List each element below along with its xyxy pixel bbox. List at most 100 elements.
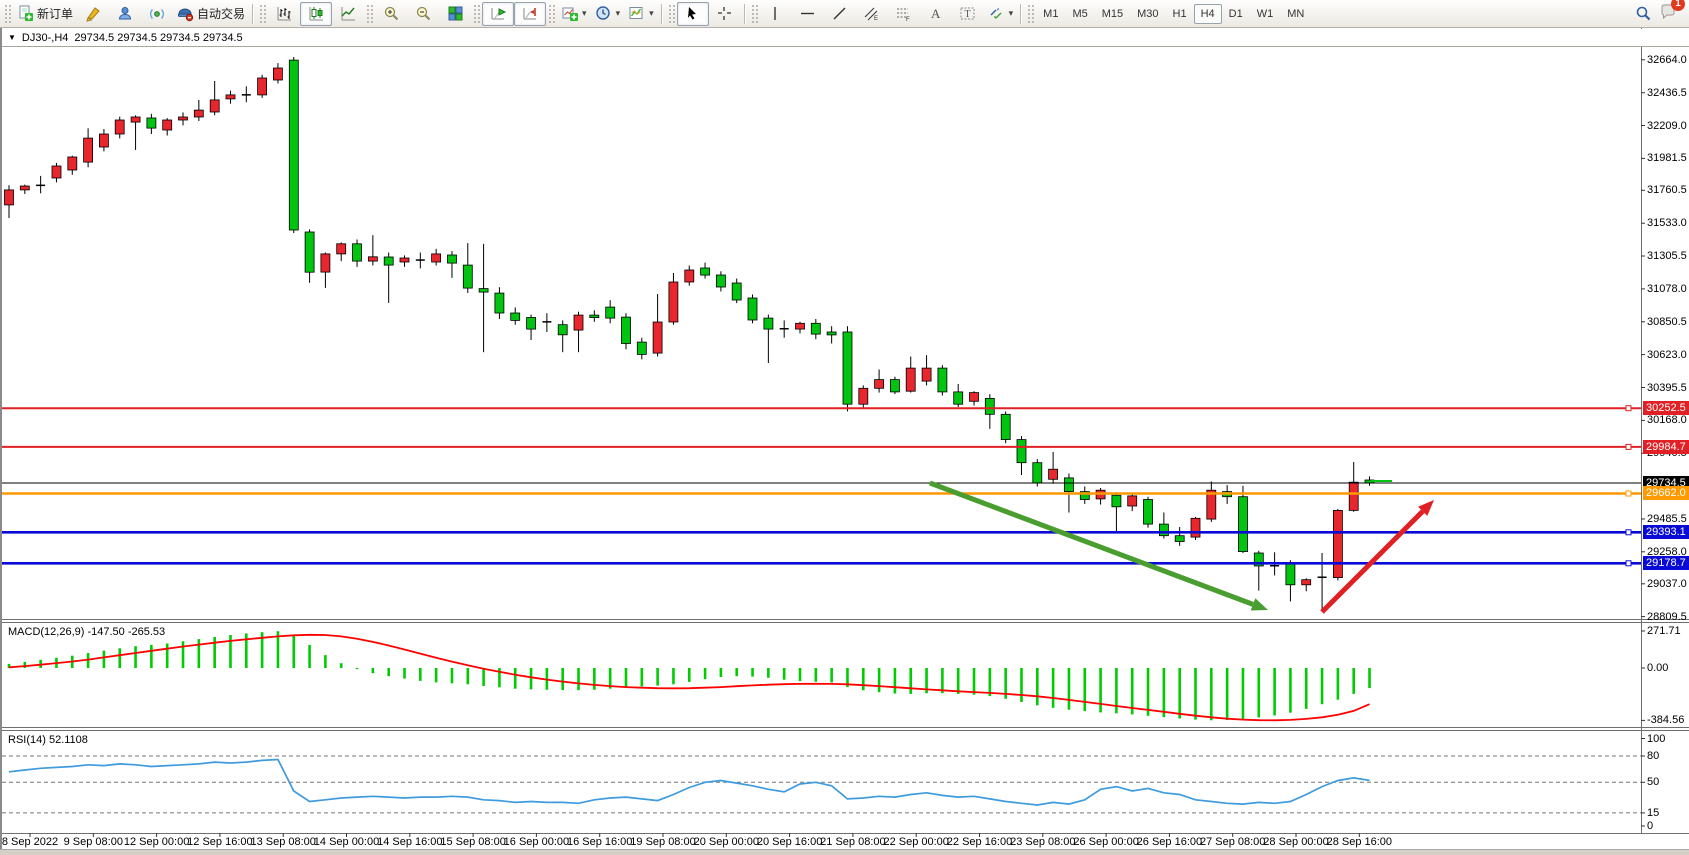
time-axis-label: 19 Sep 08:00 <box>630 836 696 848</box>
auto-scroll-button[interactable] <box>482 1 515 26</box>
price-axis-label: 31533.0 <box>1647 217 1687 230</box>
horizontal-line-button[interactable] <box>792 2 824 26</box>
algo-trading-icon <box>177 5 194 22</box>
candle <box>478 288 489 293</box>
algo-trading-button[interactable]: 自动交易 <box>173 2 249 26</box>
text-button[interactable]: A <box>920 2 952 26</box>
dropdown-arrow-icon[interactable]: ▾ <box>1008 8 1014 18</box>
timeframe-button-m1[interactable]: M1 <box>1043 7 1059 20</box>
candle <box>700 267 710 276</box>
macd-axis-label: 271.71 <box>1647 625 1681 637</box>
chart-canvas <box>0 28 1689 837</box>
red-trend-arrow[interactable] <box>1320 509 1425 614</box>
tile-windows-button[interactable] <box>439 2 471 26</box>
dropdown-arrow-icon[interactable]: ▾ <box>615 8 621 18</box>
profile-icon <box>117 5 134 22</box>
chart-menu-arrow-icon[interactable]: ▼ <box>8 33 16 42</box>
candle <box>367 256 378 262</box>
price-axis-label: 31078.0 <box>1647 282 1687 295</box>
timeframe-button-h4[interactable]: H4 <box>1193 3 1222 24</box>
crayon-button[interactable] <box>77 2 109 26</box>
timeframe-button-m15[interactable]: M15 <box>1101 7 1124 20</box>
candle <box>874 379 884 389</box>
candle <box>67 156 78 171</box>
price-axis-label: 29485.5 <box>1647 512 1687 525</box>
cursor-button[interactable] <box>676 1 709 26</box>
green-trend-arrow[interactable] <box>929 480 1254 607</box>
time-axis-label: 22 Sep 00:00 <box>883 836 949 848</box>
fibonacci-button[interactable]: F <box>888 2 920 26</box>
chat-notification-badge: 1 <box>1671 0 1685 11</box>
text-label-button[interactable]: T <box>952 2 984 26</box>
candle <box>1285 562 1296 586</box>
time-axis-label: 12 Sep 00:00 <box>123 836 190 848</box>
candle <box>810 322 821 335</box>
candle <box>668 281 679 323</box>
channel-icon: E <box>863 5 880 22</box>
candle <box>763 317 774 330</box>
chat-button[interactable]: 1 <box>1660 0 1685 25</box>
chart-shift-icon <box>522 5 539 22</box>
toolbar-grip <box>667 3 675 24</box>
dropdown-arrow-icon[interactable]: ▾ <box>649 8 654 18</box>
channel-button[interactable]: E <box>856 2 888 26</box>
profile-button[interactable] <box>109 2 141 26</box>
price-axis-label: 31760.5 <box>1647 184 1687 197</box>
candle <box>636 341 647 355</box>
candle <box>114 119 125 135</box>
toolbar-grip <box>259 3 267 24</box>
line-chart-icon <box>340 5 357 22</box>
bar-chart-button[interactable] <box>268 2 300 26</box>
timeframe-button-d1[interactable]: D1 <box>1228 7 1243 20</box>
toolbar-grip <box>366 3 374 24</box>
candle <box>1016 439 1027 464</box>
search-icon[interactable] <box>1635 5 1652 22</box>
candle <box>1111 494 1122 508</box>
zoom-out-button[interactable] <box>407 2 439 26</box>
candlestick-button[interactable] <box>300 1 333 26</box>
timeframe-button-m30[interactable]: M30 <box>1137 7 1159 20</box>
line-chart-button[interactable] <box>332 2 364 26</box>
zoom-in-button[interactable] <box>375 2 407 26</box>
arrow-head <box>1418 500 1434 516</box>
timeframe-button-m5[interactable]: M5 <box>1072 7 1088 20</box>
candle <box>193 109 204 118</box>
new-order-button[interactable]: 新订单 <box>13 2 77 26</box>
candle <box>51 165 62 179</box>
template-button[interactable]: ▾ <box>624 2 658 26</box>
candle <box>1064 477 1074 492</box>
period-clock-button[interactable]: ▾ <box>591 2 625 26</box>
signal-button[interactable] <box>141 2 173 26</box>
crosshair-button[interactable] <box>709 2 741 26</box>
candle <box>1079 491 1090 500</box>
svg-text:E: E <box>874 16 878 22</box>
add-indicator-button[interactable]: ▾ <box>557 2 591 26</box>
candle <box>304 231 315 273</box>
svg-text:A: A <box>931 6 941 21</box>
shapes-button[interactable]: ▾ <box>984 2 1018 26</box>
price-line-badge: 30252.5 <box>1643 401 1689 416</box>
shapes-icon <box>988 5 1005 22</box>
chart-quotes: 29734.5 29734.5 29734.5 29734.5 <box>74 31 243 44</box>
candle <box>1190 517 1201 538</box>
vertical-line-button[interactable] <box>760 2 792 26</box>
chart-shift-button[interactable] <box>514 1 547 26</box>
timeframe-button-h1[interactable]: H1 <box>1172 7 1187 20</box>
timeframe-button-mn[interactable]: MN <box>1287 7 1305 20</box>
line-handle[interactable] <box>1625 560 1632 567</box>
rsi-axis-label: 80 <box>1647 750 1660 762</box>
candle <box>415 259 425 261</box>
candle <box>431 253 442 263</box>
price-axis-label: 31981.5 <box>1647 152 1687 165</box>
dropdown-arrow-icon[interactable]: ▾ <box>582 8 587 18</box>
line-handle[interactable] <box>1625 443 1632 450</box>
line-handle[interactable] <box>1625 405 1632 412</box>
line-handle[interactable] <box>1625 490 1632 497</box>
timeframe-button-w1[interactable]: W1 <box>1256 7 1274 20</box>
trendline-button[interactable] <box>824 2 856 26</box>
candle <box>288 59 299 231</box>
rsi-label: RSI(14) 52.1108 <box>8 734 88 746</box>
candle <box>257 77 268 96</box>
line-handle[interactable] <box>1625 529 1632 536</box>
